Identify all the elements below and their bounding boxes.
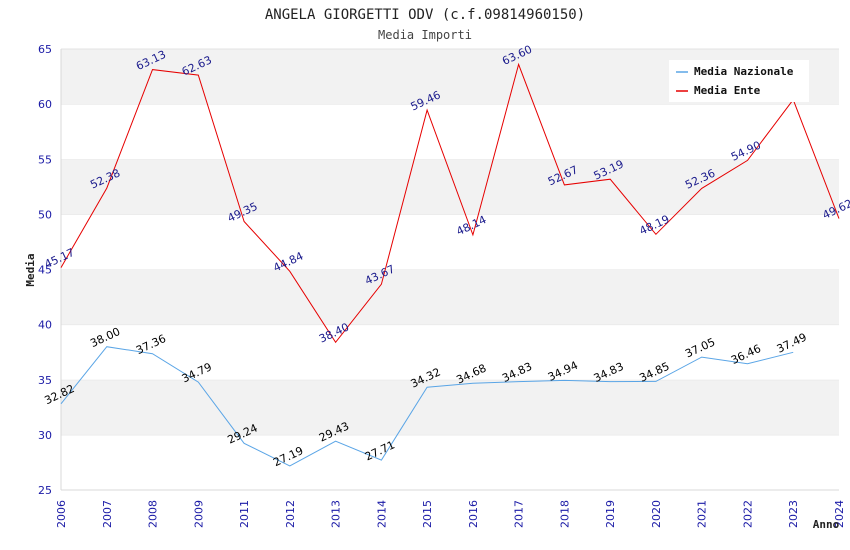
series-lines [60, 62, 840, 467]
x-tick-label: 2021 [696, 500, 709, 528]
series-line-media-nazionale [60, 346, 794, 467]
grid-band [61, 159, 839, 215]
grid-band [61, 379, 839, 435]
x-tick-label: 2012 [284, 500, 297, 528]
x-tick-label: 2006 [55, 500, 68, 528]
legend-label-media-ente: Media Ente [694, 84, 761, 97]
y-tick-label: 60 [38, 98, 52, 111]
legend: Media Nazionale Media Ente [669, 60, 809, 102]
x-tick-label: 2016 [467, 500, 480, 528]
x-tick-label: 2013 [330, 500, 343, 528]
x-tick-label: 2022 [741, 500, 754, 528]
grid-band [61, 434, 839, 490]
x-axis-label: Anno [813, 518, 840, 531]
y-tick-label: 65 [38, 43, 52, 56]
y-axis-label: Media [24, 253, 37, 286]
x-tick-label: 2020 [650, 500, 663, 528]
chart-subtitle: Media Importi [378, 28, 472, 42]
x-tick-label: 2009 [192, 500, 205, 528]
grid-band [61, 269, 839, 325]
grid-band [61, 324, 839, 380]
grid-bands [60, 48, 839, 491]
x-axis-ticks: 2006 2007 2008 2009 2011 2012 2013 2014 2015 2016… [55, 500, 846, 528]
y-tick-label: 45 [38, 264, 52, 277]
x-tick-label: 2014 [375, 500, 388, 528]
x-tick-label: 2023 [787, 500, 800, 528]
x-tick-label: 2018 [558, 500, 571, 528]
series-line-media-ente [60, 62, 840, 344]
y-tick-label: 50 [38, 208, 52, 221]
legend-label-media-nazionale: Media Nazionale [694, 65, 794, 78]
grid-band [61, 214, 839, 270]
x-tick-label: 2011 [238, 500, 251, 528]
y-tick-label: 55 [38, 153, 52, 166]
y-tick-label: 40 [38, 319, 52, 332]
x-tick-label: 2019 [604, 500, 617, 528]
y-tick-label: 25 [38, 484, 52, 497]
x-tick-label: 2008 [147, 500, 160, 528]
y-axis-ticks: 25 30 35 40 45 50 55 60 65 [38, 43, 52, 497]
x-tick-label: 2007 [101, 500, 114, 528]
y-tick-label: 35 [38, 374, 52, 387]
grid-band [61, 104, 839, 160]
legend-box [669, 60, 809, 102]
x-tick-label: 2024 [833, 500, 846, 528]
x-tick-label: 2017 [513, 500, 526, 528]
chart-title: ANGELA GIORGETTI ODV (c.f.09814960150) [265, 7, 585, 23]
x-tick-label: 2015 [421, 500, 434, 528]
y-tick-label: 30 [38, 429, 52, 442]
